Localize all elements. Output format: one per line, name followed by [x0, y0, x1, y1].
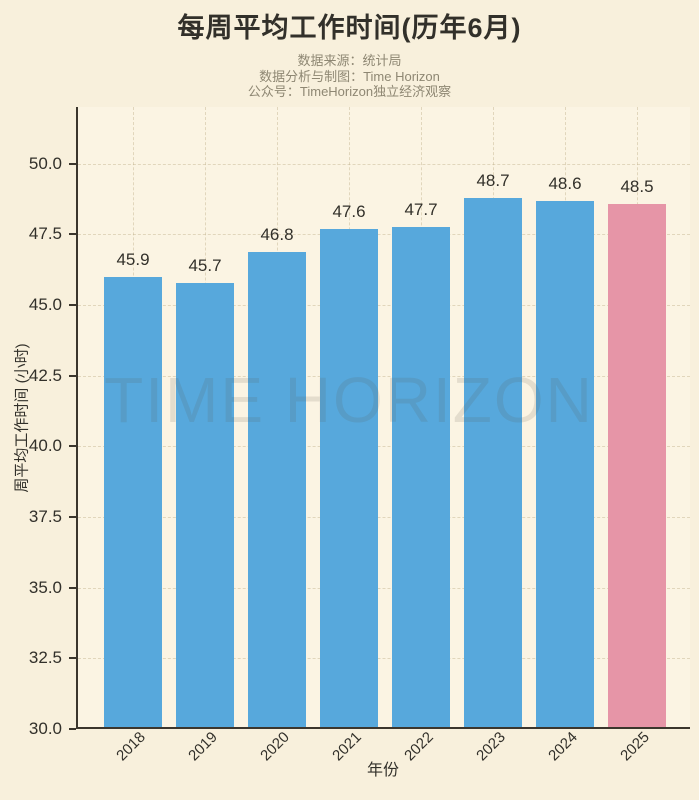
- gridline-horizontal: [78, 658, 690, 660]
- y-tick-mark: [69, 162, 76, 165]
- bar-2019: [176, 283, 234, 727]
- gridline-horizontal: [78, 304, 690, 306]
- x-tick-label: 2019: [185, 728, 221, 765]
- x-tick-label: 2021: [329, 728, 365, 765]
- gridline-horizontal: [78, 234, 690, 236]
- bar-value-label: 48.5: [620, 176, 654, 196]
- gridline-horizontal: [78, 375, 690, 377]
- x-axis-label: 年份: [366, 762, 400, 779]
- x-tick-label: 2024: [545, 728, 581, 765]
- y-tick-label: 30.0: [28, 719, 62, 738]
- y-tick-mark: [69, 515, 76, 518]
- y-tick-label: 35.0: [28, 577, 62, 597]
- subtitle-account-line: 公众号：TimeHorizon独立经济观察: [247, 84, 452, 99]
- y-tick-label: 42.5: [28, 365, 62, 385]
- bar-value-label: 45.7: [188, 256, 222, 276]
- plot-area: 45.9 45.7 46.8 47.6 47.7 48.7 48.6 48.5: [76, 107, 690, 729]
- bar-2021: [320, 229, 378, 727]
- x-tick-label: 2018: [113, 728, 149, 765]
- y-tick-label: 45.0: [28, 294, 62, 314]
- x-tick-label: 2020: [257, 728, 293, 765]
- bar-value-label: 45.9: [116, 250, 150, 270]
- subtitle-source-line: 数据来源：统计局: [297, 53, 402, 68]
- gridline-horizontal: [78, 446, 690, 448]
- x-tick-label: 2022: [401, 728, 437, 765]
- chart-subtitle: 数据来源：统计局 数据分析与制图：Time Horizon 公众号：TimeHo…: [0, 53, 699, 100]
- bar-value-label: 48.6: [548, 174, 582, 194]
- bar-2020: [248, 252, 306, 727]
- y-tick-mark: [69, 303, 76, 306]
- y-tick-mark: [69, 657, 76, 660]
- y-tick-mark: [69, 233, 76, 236]
- bar-2025: [608, 203, 666, 727]
- y-tick-mark: [69, 586, 76, 589]
- chart-title: 每周平均工作时间(历年6月): [177, 13, 522, 43]
- y-tick-label: 32.5: [28, 648, 62, 668]
- y-tick-mark: [69, 728, 76, 730]
- bar-value-label: 46.8: [260, 225, 294, 245]
- gridline-horizontal: [78, 587, 690, 589]
- gridline-horizontal: [78, 163, 690, 165]
- bar-value-label: 48.7: [476, 171, 510, 191]
- x-tick-label: 2025: [617, 728, 653, 765]
- y-tick-label: 40.0: [28, 436, 62, 456]
- y-tick-label: 37.5: [28, 506, 62, 526]
- y-tick-label: 50.0: [28, 153, 62, 173]
- bar-value-label: 47.6: [332, 202, 366, 222]
- x-tick-label: 2023: [473, 728, 509, 765]
- bar-2024: [536, 201, 594, 727]
- bar-2023: [464, 198, 522, 727]
- bar-2018: [104, 277, 162, 727]
- y-tick-label: 47.5: [28, 224, 62, 244]
- gridline-horizontal: [78, 516, 690, 518]
- y-tick-mark: [69, 374, 76, 377]
- subtitle-author-line: 数据分析与制图：Time Horizon: [259, 68, 440, 84]
- y-tick-mark: [69, 445, 76, 448]
- bar-value-label: 47.7: [404, 199, 438, 219]
- bar-2022: [392, 226, 450, 727]
